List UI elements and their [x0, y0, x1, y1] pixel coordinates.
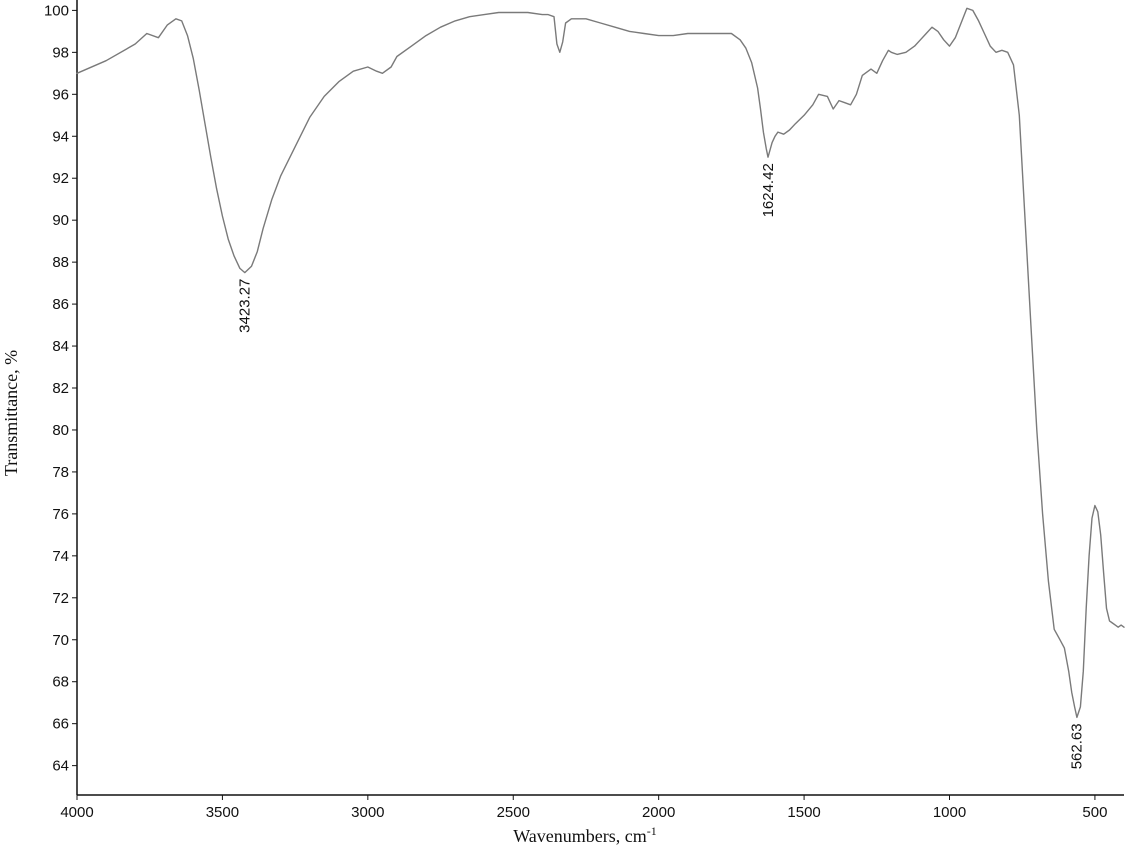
x-tick-label: 500	[1082, 804, 1107, 821]
y-tick-label: 78	[52, 464, 69, 481]
x-tick-label: 3500	[206, 804, 239, 821]
x-tick-label: 3000	[351, 804, 384, 821]
x-tick-label: 2000	[642, 804, 675, 821]
y-tick-label: 84	[52, 338, 69, 355]
peak-label: 3423.27	[237, 279, 254, 333]
peak-label: 562.63	[1069, 723, 1086, 769]
axis-titles: Transmittance, % Wavenumbers, cm-1	[1, 350, 657, 846]
x-tick-label: 1500	[787, 804, 820, 821]
y-tick-label: 92	[52, 170, 69, 187]
y-tick-label: 86	[52, 296, 69, 313]
x-tick-label: 4000	[60, 804, 93, 821]
series-layer	[76, 7, 1125, 719]
spectrum-line	[76, 7, 1125, 719]
y-tick-label: 66	[52, 716, 69, 733]
axes	[76, 0, 1124, 796]
y-tick-label: 96	[52, 86, 69, 103]
y-tick-label: 82	[52, 380, 69, 397]
x-tick-label: 1000	[933, 804, 966, 821]
y-tick-label: 98	[52, 44, 69, 61]
y-tick-label: 74	[52, 548, 69, 565]
y-tick-label: 72	[52, 590, 69, 607]
x-axis-title: Wavenumbers, cm-1	[513, 824, 657, 846]
x-axis-title-main: Wavenumbers, cm	[513, 826, 647, 846]
y-tick-label: 70	[52, 632, 69, 649]
x-axis-title-superscript: -1	[647, 824, 657, 838]
y-tick-label: 68	[52, 674, 69, 691]
x-tick-label: 2500	[497, 804, 530, 821]
y-tick-label: 94	[52, 128, 69, 145]
y-axis-title: Transmittance, %	[1, 350, 21, 476]
y-tick-label: 80	[52, 422, 69, 439]
y-tick-label: 76	[52, 506, 69, 523]
y-tick-label: 100	[44, 2, 69, 19]
peak-label: 1624.42	[760, 163, 777, 217]
y-tick-label: 90	[52, 212, 69, 229]
peak-annotations: 3423.27 1624.42 562.63	[237, 163, 1086, 769]
y-tick-label: 64	[52, 758, 69, 775]
ticks: 64 66 68 70 72 74 76 78 80 82 84 86 88 90 92 94 96 98 100 4…	[44, 2, 1107, 821]
y-tick-label: 88	[52, 254, 69, 271]
